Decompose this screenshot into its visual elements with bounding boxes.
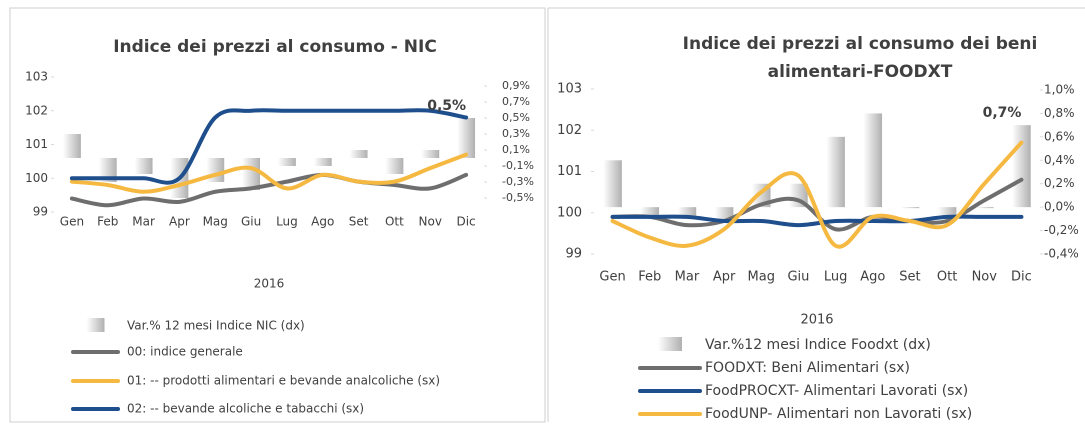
bar — [421, 150, 440, 158]
y-tick-label: 103 — [557, 82, 582, 97]
y2-tick-label: 0,6% — [1044, 129, 1075, 143]
y-tick-label: 100 — [25, 171, 48, 185]
legend-label: Var.%12 mesi Indice Foodxt (dx) — [705, 337, 931, 353]
y-tick-label: 101 — [25, 137, 48, 151]
bar — [677, 207, 697, 219]
y2-tick-label: -0,2% — [1044, 223, 1079, 237]
x-tick-label: Ago — [311, 215, 334, 229]
bar — [974, 207, 994, 209]
y2-tick-label: 1,0% — [1044, 83, 1075, 97]
bar — [62, 134, 81, 158]
bar — [313, 158, 332, 166]
chart-title: Indice dei prezzi al consumo - NIC — [113, 37, 437, 57]
y2-tick-label: 0,1% — [502, 143, 530, 156]
x-tick-label: Giu — [241, 215, 261, 229]
x-tick-label: Lug — [824, 270, 848, 285]
bar — [937, 207, 957, 219]
y2-tick-label: 0,2% — [1044, 176, 1075, 190]
legend-label: 02: -- bevande alcoliche e tabacchi (sx) — [127, 402, 364, 416]
x-tick-label: Gen — [599, 270, 625, 285]
x-tick-label: Mag — [203, 215, 228, 229]
annotation: 0,5% — [427, 98, 466, 114]
y2-tick-label: -0,1% — [502, 159, 534, 172]
y-tick-label: 102 — [25, 103, 48, 117]
y2-tick-label: -0,3% — [502, 175, 534, 188]
x-tick-label: Mag — [748, 270, 775, 285]
line — [69, 108, 469, 185]
bar — [277, 158, 296, 166]
x-tick-label: Feb — [638, 270, 661, 285]
x-tick-label: Apr — [169, 215, 190, 229]
line — [69, 152, 469, 194]
x-tick-label: Dic — [456, 215, 475, 229]
x-tick-label: Mar — [675, 270, 700, 285]
y-tick-label: 102 — [557, 123, 582, 138]
legend-label: FoodPROCXT- Alimentari Lavorati (sx) — [705, 383, 968, 399]
bar — [640, 207, 660, 219]
x-tick-label: Set — [899, 270, 920, 285]
bar — [603, 160, 622, 208]
line — [69, 172, 469, 208]
x-tick-label: Ago — [860, 270, 885, 285]
line — [610, 214, 1024, 228]
chart-title: Indice dei prezzi al consumo dei beni — [683, 34, 1038, 54]
bar — [134, 158, 153, 174]
y-tick-label: 101 — [557, 164, 582, 179]
y-tick-label: 103 — [25, 70, 48, 84]
legend-label: FoodUNP- Alimentari non Lavorati (sx) — [705, 406, 972, 422]
panel-border — [9, 7, 546, 423]
y2-tick-label: 0,5% — [502, 111, 530, 124]
x-tick-label: Feb — [97, 215, 118, 229]
x-tick-label: Giu — [787, 270, 809, 285]
y-tick-label: 99 — [565, 247, 582, 262]
bar — [98, 158, 117, 182]
line — [610, 140, 1024, 249]
legend-label: 00: indice generale — [127, 345, 243, 359]
y2-tick-label: -0,4% — [1044, 247, 1079, 261]
y2-tick-label: 0,7% — [502, 95, 530, 108]
bar — [1012, 125, 1031, 208]
bar — [385, 158, 404, 174]
x-tick-label: Ott — [385, 215, 404, 229]
y-tick-label: 100 — [557, 205, 582, 220]
x-tick-label: Nov — [972, 270, 998, 285]
legend-swatch — [86, 318, 105, 332]
bar — [863, 113, 883, 208]
x-tick-label: Nov — [419, 215, 442, 229]
y2-tick-label: 0,4% — [1044, 153, 1075, 167]
x-tick-label: Gen — [60, 215, 84, 229]
bar — [714, 207, 734, 219]
y2-tick-label: 0,8% — [1044, 106, 1075, 120]
y-tick-label: 99 — [33, 205, 48, 219]
bar — [457, 118, 476, 158]
legend-label: Var.% 12 mesi Indice NIC (dx) — [127, 319, 305, 333]
legend-label: 01: -- prodotti alimentari e bevande ana… — [127, 374, 440, 388]
x-tick-label: Apr — [713, 270, 736, 285]
bar — [349, 150, 368, 158]
chart-title: alimentari-FOODXT — [768, 62, 953, 82]
x-axis-label: 2016 — [800, 313, 833, 328]
bar — [826, 136, 845, 208]
y2-tick-label: -0,5% — [502, 191, 534, 204]
y2-tick-label: 0,3% — [502, 127, 530, 140]
x-tick-label: Set — [349, 215, 369, 229]
x-axis-label: 2016 — [254, 277, 285, 291]
annotation: 0,7% — [983, 105, 1022, 121]
x-tick-label: Dic — [1011, 270, 1032, 285]
x-tick-label: Lug — [276, 215, 298, 229]
legend-swatch — [658, 337, 682, 351]
bar — [242, 158, 261, 190]
y2-tick-label: 0,0% — [1044, 200, 1075, 214]
legend-label: FOODXT: Beni Alimentari (sx) — [705, 360, 910, 376]
bar — [900, 207, 920, 209]
y2-tick-label: 0,9% — [502, 79, 530, 92]
x-tick-label: Ott — [937, 270, 957, 285]
x-tick-label: Mar — [132, 215, 155, 229]
